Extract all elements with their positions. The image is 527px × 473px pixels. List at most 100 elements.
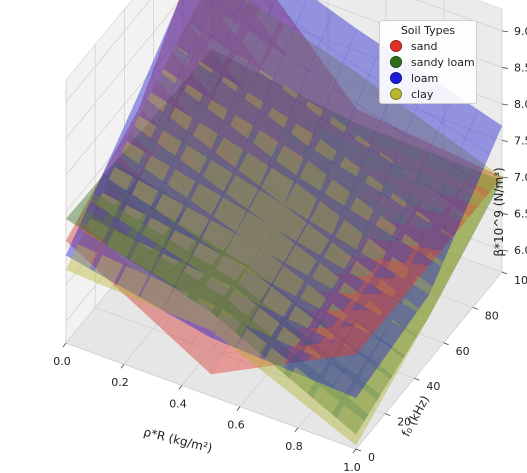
- surface-patch-clay: [162, 287, 200, 321]
- surface-patch-sand: [90, 240, 127, 286]
- surface-patch-loam: [163, 9, 200, 56]
- y-tick-label: 80: [485, 309, 499, 322]
- legend-marker-sandy-loam: [390, 56, 402, 68]
- surface-patch-sandy-loam: [174, 162, 212, 192]
- surface-patch-clay: [453, 182, 490, 224]
- surface-patch-sand: [211, 0, 249, 37]
- surface-patch-sand: [380, 200, 418, 226]
- surface-patch-clay: [223, 0, 261, 32]
- surface-patch-sandy-loam: [404, 222, 442, 258]
- y-tick-label: 40: [426, 380, 440, 393]
- surface-patch-clay: [283, 244, 321, 285]
- surface-patch-sand: [248, 0, 285, 39]
- surface-patch-sandy-loam: [211, 118, 249, 147]
- surface-patch-clay: [380, 319, 417, 360]
- surface-patch-loam: [331, 369, 369, 399]
- surface-patch-clay: [283, 366, 320, 408]
- surface-patch-sandy-loam: [223, 103, 261, 132]
- surface-patch-clay: [138, 92, 176, 131]
- surface-patch-sand: [319, 292, 357, 311]
- surface-patch-sandy-loam: [163, 91, 200, 120]
- surface-patch-loam: [356, 283, 393, 316]
- surface-patch-sand: [150, 264, 188, 309]
- surface-patch-sandy-loam: [404, 171, 442, 203]
- surface-patch-loam: [355, 333, 393, 364]
- y-tick-mark: [355, 448, 362, 452]
- surface-patch-loam: [380, 236, 418, 281]
- surface-patch-sandy-loam: [102, 162, 140, 192]
- surface-patch-sand: [102, 152, 139, 198]
- surface-patch-sandy-loam: [175, 119, 212, 148]
- surface-patch-sand: [247, 329, 284, 352]
- surface-patch-loam: [284, 98, 321, 147]
- surface-patch-clay: [465, 159, 503, 201]
- surface-patch-clay: [150, 253, 188, 288]
- surface-patch-sandy-loam: [356, 302, 393, 339]
- surface-patch-sand: [247, 290, 285, 312]
- surface-patch-sandy-loam: [65, 204, 103, 235]
- surface-patch-loam: [138, 65, 176, 113]
- surface-patch-sand: [206, 0, 215, 7]
- surface-patch-loam: [272, 0, 307, 24]
- surface-patch-loam: [211, 255, 248, 294]
- surface-patch-sand: [175, 0, 212, 38]
- surface-patch-loam: [199, 149, 236, 193]
- surface-patch-sandy-loam: [259, 283, 297, 320]
- surface-patch-clay: [356, 361, 393, 403]
- surface-patch-sandy-loam: [199, 90, 237, 119]
- surface-patch-sand: [211, 150, 248, 203]
- surface-patch-clay: [198, 220, 236, 256]
- surface-patch-loam: [198, 277, 236, 316]
- surface-patch-loam: [271, 316, 309, 349]
- surface-patch-sand: [380, 278, 418, 296]
- surface-patch-sandy-loam: [380, 319, 418, 357]
- surface-patch-sand: [332, 132, 370, 165]
- surface-patch-sand: [162, 308, 200, 353]
- z-tick-mark: [501, 103, 509, 106]
- surface-patch-loam: [441, 166, 478, 211]
- surface-patch-loam: [465, 109, 503, 155]
- surface-patch-sandy-loam: [332, 233, 369, 269]
- surface-patch-loam: [222, 293, 260, 327]
- surface-patch-sandy-loam: [344, 167, 382, 198]
- z-axis-label: β*10^9 (N/m³): [492, 167, 506, 256]
- surface-patch-sandy-loam: [283, 158, 321, 189]
- surface-patch-sand: [416, 230, 454, 251]
- surface-patch-clay: [223, 114, 261, 154]
- surface-patch-clay: [199, 160, 236, 199]
- surface-patch-loam: [223, 16, 261, 64]
- surface-patch-sandy-loam: [417, 152, 454, 183]
- surface-patch-loam: [308, 40, 345, 89]
- surface-patch-clay: [259, 347, 296, 389]
- surface-patch-loam: [174, 262, 212, 302]
- surface-patch-loam: [319, 339, 357, 370]
- surface-patch-sand: [295, 251, 333, 274]
- surface-patch-sand: [332, 186, 370, 214]
- surface-patch-loam: [380, 297, 418, 330]
- surface-patch-sandy-loam: [356, 197, 394, 230]
- surface-patch-sand: [102, 218, 139, 264]
- surface-patch-sand: [356, 276, 393, 295]
- surface-patch-sand: [235, 175, 273, 226]
- surface-patch-sand: [428, 214, 466, 237]
- surface-patch-clay: [380, 129, 418, 171]
- surface-patch-sandy-loam: [175, 77, 213, 106]
- surface-patch-sandy-loam: [465, 171, 503, 204]
- surface-patch-sand: [210, 350, 248, 375]
- surface-patch-loam: [368, 118, 406, 164]
- surface-patch-sand: [308, 100, 345, 157]
- surface-patch-sand: [392, 262, 430, 281]
- surface-patch-loam: [126, 164, 164, 208]
- surface-patch-sand: [380, 242, 418, 263]
- y-tick-label: 0: [368, 451, 375, 464]
- surface-patch-loam: [368, 192, 406, 237]
- surface-patch-clay: [210, 255, 248, 289]
- surface-patch-sandy-loam: [223, 146, 261, 176]
- surface-patch-loam: [187, 173, 224, 216]
- legend-marker-loam: [390, 72, 402, 84]
- surface-patch-clay: [211, 197, 248, 234]
- surface-patch-sand: [126, 175, 164, 221]
- z-grid-line: [65, 107, 503, 285]
- surface-patch-loam: [162, 286, 200, 325]
- surface-patch-sand: [319, 254, 357, 276]
